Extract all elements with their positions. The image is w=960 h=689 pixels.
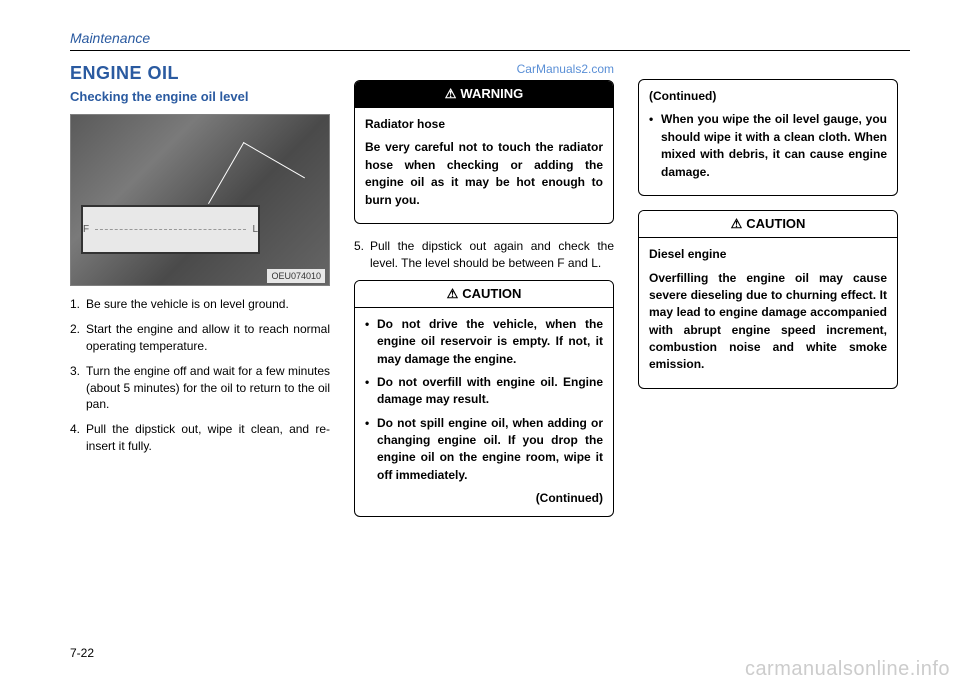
warning-header: WARNING	[355, 81, 613, 108]
warning-body: Radiator hose Be very careful not to tou…	[355, 108, 613, 223]
caution-item: Do not overfill with engine oil. Engine …	[365, 374, 603, 409]
column-3: (Continued) When you wipe the oil level …	[638, 61, 898, 531]
continued-box: (Continued) When you wipe the oil level …	[638, 79, 898, 196]
warning-subtitle: Radiator hose	[365, 116, 603, 133]
step-text: Be sure the vehicle is on level ground.	[86, 296, 330, 313]
continued-item: When you wipe the oil level gauge, you s…	[649, 111, 887, 181]
caution-body: Do not drive the vehicle, when the engin…	[355, 308, 613, 516]
dipstick-mark-l: L	[252, 223, 258, 237]
caution-subtitle: Diesel engine	[649, 246, 887, 263]
figure-inset-dipstick: F L	[81, 205, 260, 254]
caution-item: Do not spill engine oil, when adding or …	[365, 415, 603, 485]
figure-engine-oil: F L OEU074010	[70, 114, 330, 286]
caution-list: Do not drive the vehicle, when the engin…	[365, 316, 603, 485]
step-text: Start the engine and allow it to reach n…	[86, 321, 330, 355]
caution-body: Diesel engine Overfilling the engine oil…	[639, 238, 897, 388]
warning-box: WARNING Radiator hose Be very careful no…	[354, 80, 614, 224]
step-1: 1. Be sure the vehicle is on level groun…	[70, 296, 330, 313]
section-title: ENGINE OIL	[70, 61, 330, 86]
step-2: 2. Start the engine and allow it to reac…	[70, 321, 330, 355]
caution-box-2: CAUTION Diesel engine Overfilling the en…	[638, 210, 898, 389]
caution-item: Do not drive the vehicle, when the engin…	[365, 316, 603, 368]
continued-list: When you wipe the oil level gauge, you s…	[649, 111, 887, 181]
chapter-label: Maintenance	[70, 30, 910, 46]
watermark-bottom: carmanualsonline.info	[745, 658, 950, 681]
continued-label: (Continued)	[365, 490, 603, 507]
step-num: 3.	[70, 363, 86, 413]
page-number: 7-22	[70, 646, 94, 660]
watermark-top: CarManuals2.com	[354, 61, 614, 78]
step-num: 4.	[70, 421, 86, 455]
step-text: Turn the engine off and wait for a few m…	[86, 363, 330, 413]
step-text: Pull the dipstick out, wipe it clean, an…	[86, 421, 330, 455]
caution-header: CAUTION	[639, 211, 897, 238]
step-num: 2.	[70, 321, 86, 355]
continued-body: (Continued) When you wipe the oil level …	[639, 80, 897, 195]
step-3: 3. Turn the engine off and wait for a fe…	[70, 363, 330, 413]
column-2: CarManuals2.com WARNING Radiator hose Be…	[354, 61, 614, 531]
columns: ENGINE OIL Checking the engine oil level…	[70, 61, 910, 531]
continued-heading: (Continued)	[649, 88, 887, 105]
dipstick-line	[95, 229, 246, 230]
header-rule	[70, 50, 910, 51]
dipstick-mark-f: F	[83, 223, 89, 237]
subsection-title: Checking the engine oil level	[70, 88, 330, 106]
step-text: Pull the dipstick out again and check th…	[370, 238, 614, 272]
step-num: 5.	[354, 238, 370, 272]
caution-header: CAUTION	[355, 281, 613, 308]
step-5: 5. Pull the dipstick out again and check…	[354, 238, 614, 272]
figure-code: OEU074010	[267, 269, 325, 284]
column-1: ENGINE OIL Checking the engine oil level…	[70, 61, 330, 531]
caution-box-1: CAUTION Do not drive the vehicle, when t…	[354, 280, 614, 517]
caution-text: Overfilling the engine oil may cause sev…	[649, 270, 887, 374]
warning-text: Be very careful not to touch the radiato…	[365, 139, 603, 209]
step-4: 4. Pull the dipstick out, wipe it clean,…	[70, 421, 330, 455]
page: Maintenance ENGINE OIL Checking the engi…	[70, 30, 910, 660]
step-num: 1.	[70, 296, 86, 313]
